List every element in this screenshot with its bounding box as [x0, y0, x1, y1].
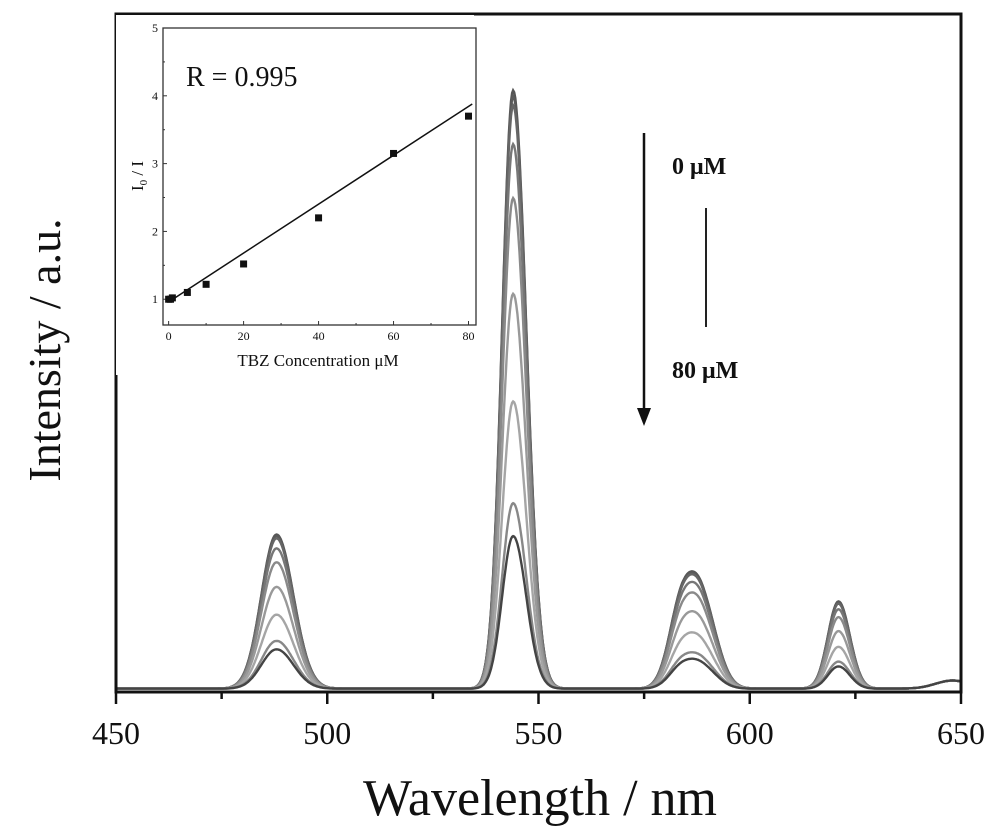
arrow-start-label: 0 μM	[672, 154, 726, 180]
inset-chart: 0 20 40 60 80 1 2 3 4 5 R = 0.995 TBZ Concentrati…	[116, 15, 477, 375]
spectrum-curve	[116, 291, 962, 690]
arrow-end-label: 80 μM	[672, 358, 738, 384]
y-axis-label: Intensity / a.u.	[19, 218, 70, 481]
spectrum-curve	[116, 399, 962, 690]
inset-x-tick-label: 20	[238, 329, 250, 343]
inset-y-tick-label: 2	[152, 224, 158, 238]
inset-x-tick-label: 60	[388, 329, 400, 343]
inset-x-label: TBZ Concentration μM	[237, 351, 398, 370]
concentration-arrow	[637, 133, 651, 426]
inset-y-tick-label: 4	[152, 89, 158, 103]
spectra-curves	[116, 87, 962, 690]
main-x-ticks: 450 500 550 600 650	[92, 692, 985, 751]
x-tick-label: 650	[937, 715, 985, 751]
x-tick-label: 450	[92, 715, 140, 751]
inset-data-point	[315, 214, 323, 222]
inset-y-tick-label: 1	[152, 292, 158, 306]
inset-data-point	[390, 149, 398, 157]
spectrum-curve	[116, 195, 962, 690]
inset-x-tick-label: 40	[313, 329, 325, 343]
inset-fit-line	[168, 103, 473, 303]
inset-ticks: 0 20 40 60 80 1 2 3 4 5	[152, 21, 475, 343]
x-tick-label: 500	[303, 715, 351, 751]
x-axis-label: Wavelength / nm	[363, 770, 717, 827]
inset-r-value: R = 0.995	[186, 62, 297, 93]
x-tick-label: 550	[515, 715, 563, 751]
inset-y-tick-label: 3	[152, 157, 158, 171]
inset-x-tick-label: 0	[166, 329, 172, 343]
inset-data-point	[465, 112, 473, 120]
inset-x-tick-label: 80	[463, 329, 475, 343]
inset-data-point	[202, 280, 210, 288]
inset-y-label: I0 / I	[128, 161, 150, 191]
x-tick-label: 600	[726, 715, 774, 751]
inset-data-point	[168, 294, 176, 302]
inset-points	[165, 112, 473, 303]
spectrum-curve	[116, 534, 962, 690]
inset-data-point	[240, 260, 248, 268]
inset-frame	[162, 27, 477, 326]
inset-data-point	[183, 288, 191, 296]
inset-y-tick-label: 5	[152, 21, 158, 35]
